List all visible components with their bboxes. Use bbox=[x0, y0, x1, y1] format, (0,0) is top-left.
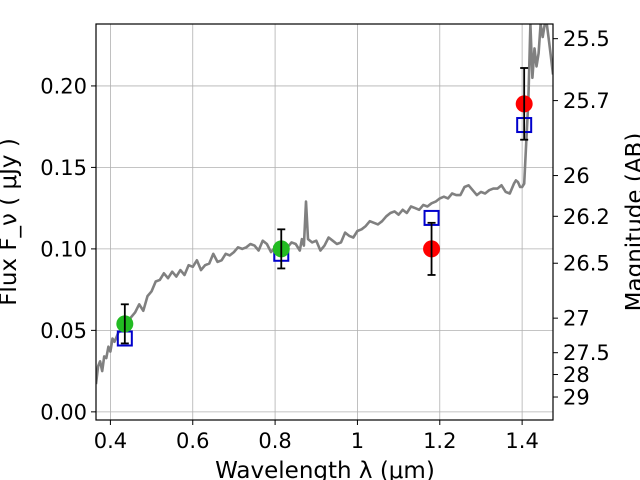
magnitude-tick-label: 26 bbox=[563, 164, 590, 188]
magnitude-tick-label: 27 bbox=[563, 307, 590, 331]
magnitude-axis-label: Magnitude (AB) bbox=[622, 133, 640, 312]
y-tick-label: 0.20 bbox=[40, 74, 87, 98]
x-tick-label: 1.2 bbox=[423, 429, 456, 453]
magnitude-tick-label: 28 bbox=[563, 363, 590, 387]
y-tick-label: 0.15 bbox=[40, 156, 87, 180]
magnitude-tick-label: 25.7 bbox=[563, 89, 610, 113]
x-axis-ticks: 0.4 0.6 0.8 1 1.2 1.4 bbox=[94, 420, 539, 453]
x-tick-label: 0.4 bbox=[94, 429, 127, 453]
magnitude-tick-label: 27.5 bbox=[563, 341, 610, 365]
magnitude-tick-label: 26.2 bbox=[563, 205, 610, 229]
x-tick-label: 0.8 bbox=[258, 429, 291, 453]
spectrum-layer bbox=[96, 24, 553, 385]
y-tick-label: 0.05 bbox=[40, 319, 87, 343]
model-spectrum-line bbox=[96, 24, 553, 385]
y-tick-label: 0.00 bbox=[40, 400, 87, 424]
x-tick-label: 0.6 bbox=[176, 429, 209, 453]
plot-frame bbox=[95, 23, 554, 421]
marker-layer bbox=[116, 67, 533, 347]
magnitude-tick-label: 29 bbox=[563, 386, 590, 410]
y-axis-label: Flux F_ν ( μJy ) bbox=[0, 138, 22, 306]
magnitude-tick-label: 26.5 bbox=[563, 252, 610, 276]
grid-lines bbox=[96, 24, 553, 420]
magnitude-tick-label: 25.5 bbox=[563, 27, 610, 51]
x-tick-label: 1 bbox=[351, 429, 364, 453]
y-tick-label: 0.10 bbox=[40, 237, 87, 261]
x-tick-label: 1.4 bbox=[505, 429, 538, 453]
x-axis-label: Wavelength λ (μm) bbox=[215, 458, 435, 480]
y-axis-ticks: 0.00 0.05 0.10 0.15 0.20 bbox=[40, 74, 96, 424]
